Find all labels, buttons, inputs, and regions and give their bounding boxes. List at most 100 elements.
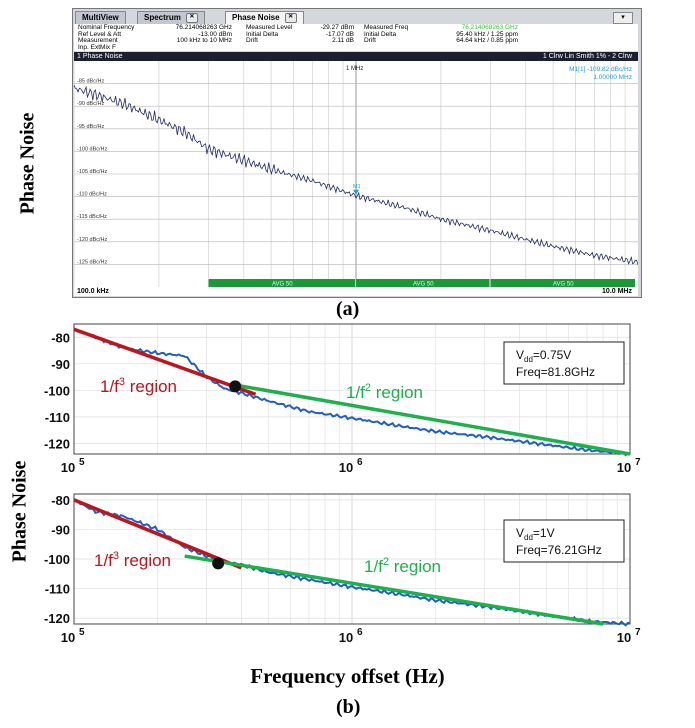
x-tick-label: 10 (617, 460, 631, 475)
tab-spectrum[interactable]: Spectrum ✕ (137, 11, 205, 24)
window-menu-button[interactable]: ▾ (613, 12, 633, 24)
analyzer-panel: MultiView Spectrum ✕ Phase Noise ✕ ▾ Nomin… (72, 8, 642, 298)
y-tick-label: -90 (51, 522, 70, 537)
condition-freq: Freq=81.8GHz (516, 365, 595, 379)
avg-bar (208, 279, 355, 287)
tab-spectrum-label: Spectrum (144, 13, 181, 22)
info-value: 76.214068263 GHz (461, 24, 518, 31)
info-col-3: Measured Freq Initial Delta Drift (364, 24, 409, 45)
measured-curve (73, 327, 631, 457)
y-tick-label: -115 dBc/Hz (77, 214, 107, 220)
caption-b: (b) (336, 696, 361, 718)
marker-frequency: 1.00000 MHz (593, 74, 632, 81)
info-col-1-values: 76.214068263 GHz -13.00 dBm 100 kHz to 1… (154, 24, 232, 45)
y-tick-label: -90 (51, 357, 70, 372)
tab-multiview-label: MultiView (82, 13, 119, 22)
phase-noise-plot: 1 MHz -85 dBc/Hz -90 dBc/Hz -95 dBc/Hz -100 … (73, 61, 639, 288)
avg-label: AVG 50 (553, 282, 574, 288)
chart-b-bottom: -80 -90 -100 -110 -120 10 5 10 6 10 7 1/f3 region 1/… (44, 493, 641, 645)
info-label: Initial Delta (364, 30, 397, 38)
info-label: Nominal Frequency (78, 24, 135, 31)
caption-a: (a) (336, 298, 360, 320)
stop-frequency: 10.0 MHz (602, 288, 632, 295)
y-tick-label: -110 (45, 582, 70, 597)
info-value: -13.00 dBm (198, 30, 232, 38)
y-tick-label: -100 (44, 552, 70, 567)
region-label-f3: 1/f3 region (100, 376, 177, 396)
x-tick-exponent: 7 (635, 457, 641, 468)
x-axis-label-b: Frequency offset (Hz) (250, 664, 445, 688)
info-value: -17.07 dB (325, 30, 354, 38)
info-label: Measured Freq (364, 24, 409, 31)
y-tick-label: -110 (45, 410, 70, 425)
condition-vdd: Vdd=0.75V (516, 348, 571, 364)
y-tick-label: -100 (44, 383, 70, 398)
x-tick-exponent: 5 (79, 627, 85, 638)
x-tick-label: 10 (61, 460, 75, 475)
condition-box (503, 519, 625, 563)
start-frequency: 100.0 kHz (77, 288, 109, 295)
x-tick-label: 10 (339, 460, 353, 475)
info-value: 76.214068263 GHz (175, 24, 232, 31)
corner-point (212, 557, 225, 570)
info-col-2-values: -29.27 dBm -17.07 dB 2.11 dB (296, 24, 354, 45)
region-label-f3: 1/f3 region (94, 550, 171, 570)
trace-title: 1 Phase Noise (77, 53, 123, 60)
y-tick-label: -85 dBc/Hz (77, 79, 104, 85)
fit-line-f2 (234, 383, 631, 456)
info-value: 2.11 dB (332, 37, 354, 45)
x-tick-exponent: 6 (357, 627, 363, 638)
y-tick-label: -125 dBc/Hz (77, 259, 108, 265)
tab-multiview[interactable]: MultiView (75, 11, 126, 24)
tab-phase-noise[interactable]: Phase Noise ✕ (225, 11, 304, 24)
info-label: Measured Level (246, 24, 293, 31)
info-value: 64.64 kHz / 0.85 ppm (456, 37, 518, 45)
axes-frame (73, 323, 631, 455)
info-col-1: Nominal Frequency Ref Level & Att Measur… (78, 24, 135, 52)
phase-noise-plot-svg: 1 MHz -85 dBc/Hz -90 dBc/Hz -95 dBc/Hz -100 … (73, 61, 639, 288)
condition-box (503, 341, 625, 385)
y-tick-label: -95 dBc/Hz (77, 124, 104, 130)
close-icon[interactable]: ✕ (284, 12, 297, 23)
avg-label: AVG 50 (272, 282, 293, 288)
measurement-info: Nominal Frequency Ref Level & Att Measur… (74, 24, 638, 51)
condition-freq: Freq=76.21GHz (516, 543, 602, 557)
y-tick-label: -90 dBc/Hz (77, 101, 104, 107)
info-label: Measurement (78, 37, 118, 45)
x-tick-label: 10 (61, 630, 75, 645)
trace-info: 1 Clrw Lin Smith 1% - 2 Clrw (542, 53, 632, 60)
condition-vdd: Vdd=1V (516, 526, 555, 542)
corner-point (229, 380, 242, 393)
info-label: Ref Level & Att (78, 30, 121, 38)
y-tick-label: -120 dBc/Hz (77, 237, 108, 243)
y-tick-label: -100 dBc/Hz (77, 146, 108, 152)
info-label: Drift (246, 37, 258, 45)
marker-readout: M1[1] -109.82 dBc/Hz (569, 66, 632, 73)
y-tick-label: -110 dBc/Hz (77, 192, 107, 198)
y-tick-label: -120 (44, 611, 70, 626)
info-label: Inp. ExtMix F (78, 44, 116, 52)
y-tick-label: -80 (51, 330, 70, 345)
avg-label: AVG 50 (413, 282, 434, 288)
info-value: -29.27 dBm (320, 24, 354, 31)
x-tick-exponent: 6 (357, 457, 363, 468)
fit-line-f3 (73, 327, 257, 396)
region-label-f2: 1/f2 region (346, 382, 423, 402)
region-label-f2: 1/f2 region (364, 556, 441, 576)
tab-phase-noise-label: Phase Noise (232, 13, 280, 22)
avg-bar (490, 279, 635, 287)
fit-line-f3 (73, 498, 243, 570)
x-tick-exponent: 7 (635, 627, 641, 638)
y-axis-label-a: Phase Noise (16, 112, 39, 215)
fit-line-f2 (184, 554, 604, 626)
x-tick-label: 10 (617, 630, 631, 645)
decade-label: 1 MHz (346, 66, 363, 72)
axes-frame (73, 493, 631, 625)
phase-noise-trace (73, 84, 639, 266)
trace-title-bar: 1 Phase Noise 1 Clrw Lin Smith 1% - 2 Cl… (74, 52, 638, 61)
info-value: 95.40 kHz / 1.25 ppm (456, 30, 518, 38)
y-tick-label: -120 (44, 436, 70, 451)
close-icon[interactable]: ✕ (185, 12, 198, 23)
x-tick-exponent: 5 (79, 457, 85, 468)
y-tick-label: -80 (51, 493, 70, 508)
